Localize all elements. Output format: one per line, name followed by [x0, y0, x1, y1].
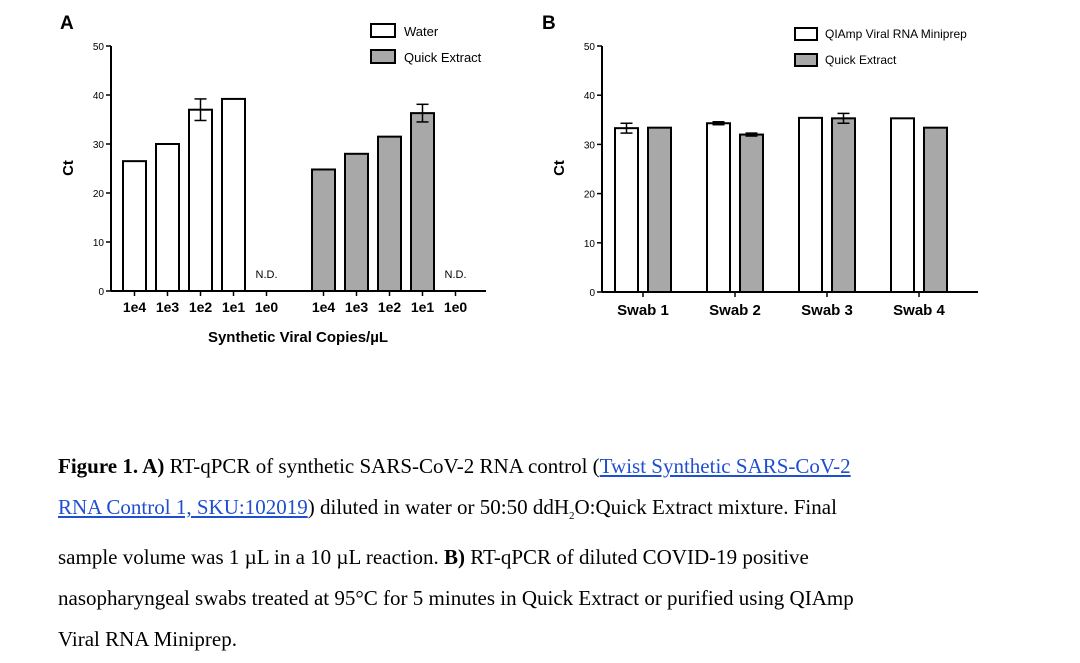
caption-text-2: ) diluted in water or 50:50 ddH — [307, 495, 569, 519]
legend-b-qiamp-swatch — [794, 27, 818, 41]
chart-a-x-tick-label: 1e4 — [123, 299, 147, 315]
chart-a-x-tick-label: 1e1 — [222, 299, 246, 315]
chart-a-x-tick-label: 1e2 — [378, 299, 402, 315]
caption-label-a: Figure 1. A) — [58, 454, 165, 478]
chart-a-bar — [122, 160, 147, 292]
chart-b-bar — [739, 133, 764, 293]
caption-line-3: sample volume was 1 µL in a 10 µL reacti… — [58, 537, 1058, 578]
legend-a-water-label: Water — [404, 24, 439, 39]
chart-b-bar — [890, 117, 915, 293]
legend-b-qiamp-label: QIAmp Viral RNA Miniprep — [825, 27, 967, 41]
chart-a-nd-label: N.D. — [445, 269, 467, 281]
chart-b-x-tick-label: Swab 3 — [801, 302, 853, 319]
chart-a-bar — [188, 108, 213, 292]
chart-b-bar — [798, 116, 823, 293]
caption-link-part1[interactable]: Twist Synthetic SARS-CoV-2 — [599, 454, 851, 478]
chart-b-bar — [831, 117, 856, 293]
legend-a-quick-label: Quick Extract — [404, 50, 482, 65]
chart-a-x-tick-label: 1e1 — [411, 299, 435, 315]
chart-a-bar — [311, 168, 336, 292]
chart-b-y-tick-label: 20 — [584, 190, 596, 201]
chart-b-plot: 0 10 20 30 40 50 Swab 1 Swab 2 Swab 3 Swab 4 — [584, 42, 978, 319]
chart-b-y-tick-label: 30 — [584, 140, 596, 151]
chart-a-bar — [410, 112, 435, 292]
panel-a-xlabel: Synthetic Viral Copies/µL — [208, 329, 388, 346]
caption-line-4: nasopharyngeal swabs treated at 95°C for… — [58, 586, 854, 611]
chart-b-bar — [614, 127, 639, 293]
chart-b-y-tick-label: 50 — [584, 42, 596, 53]
chart-a-bar — [155, 143, 180, 292]
chart-a-y-tick-label: 0 — [98, 287, 104, 298]
chart-b-bar — [706, 122, 731, 293]
chart-b-x-tick-label: Swab 4 — [893, 302, 945, 319]
chart-b-x-tick-label: Swab 2 — [709, 302, 761, 319]
chart-a-x-tick-label: 1e0 — [444, 299, 468, 315]
chart-b-y-tick-label: 10 — [584, 239, 596, 250]
legend-b-quick-swatch — [794, 53, 818, 67]
chart-a-bar — [221, 97, 246, 292]
caption-link-part2[interactable]: RNA Control 1, SKU:102019 — [58, 495, 308, 519]
chart-a-x-tick-label: 1e3 — [345, 299, 369, 315]
panel-b-label: B — [542, 13, 556, 34]
chart-a-y-tick-label: 30 — [93, 140, 105, 151]
chart-a-x-tick-label: 1e0 — [255, 299, 279, 315]
chart-b-y-tick-label: 40 — [584, 91, 596, 102]
panel-a-label: A — [60, 13, 74, 34]
legend-a-quick-swatch — [370, 49, 396, 64]
caption-text-3: O:Quick Extract mixture. Final — [574, 495, 837, 519]
chart-a-y-tick-label: 10 — [93, 238, 105, 249]
chart-a-y-tick-label: 20 — [93, 189, 105, 200]
panel-a: A Ct Synthetic Viral Copies/µL Water Qui… — [60, 13, 486, 346]
chart-b-bar — [647, 126, 672, 293]
chart-a-bar — [344, 152, 369, 292]
chart-b-x-tick-label: Swab 1 — [617, 302, 669, 319]
caption-text-1: RT-qPCR of synthetic SARS-CoV-2 RNA cont… — [164, 454, 600, 478]
legend-b-quick-label: Quick Extract — [825, 53, 897, 67]
chart-a-x-tick-label: 1e4 — [312, 299, 336, 315]
chart-a-y-tick-label: 40 — [93, 91, 105, 102]
chart-a-plot: 0 10 20 30 40 50 1e4 1e3 1e2 1e1 N.D. 1e0 1e4 1e3 1e2 1… — [93, 42, 486, 315]
legend-a-water-swatch — [370, 23, 396, 38]
panel-a-ylabel: Ct — [60, 160, 77, 176]
chart-b-y-tick-label: 0 — [589, 288, 595, 299]
caption-label-b: B) — [443, 545, 465, 570]
panel-b: B Ct QIAmp Viral RNA Miniprep Quick Extr… — [542, 13, 978, 319]
chart-a-bar — [377, 135, 402, 292]
chart-a-x-tick-label: 1e3 — [156, 299, 180, 315]
figure-1: A Ct Synthetic Viral Copies/µL Water Qui… — [60, 13, 978, 346]
chart-a-x-tick-label: 1e2 — [189, 299, 213, 315]
caption-subscript: 2 — [568, 510, 575, 523]
chart-b-bar — [923, 126, 948, 293]
caption-line-2: RNA Control 1, SKU:102019) diluted in wa… — [58, 487, 1058, 537]
caption-line-5: Viral RNA Miniprep. — [58, 627, 237, 652]
chart-a-nd-label: N.D. — [256, 269, 278, 281]
figure-caption: Figure 1. A) RT-qPCR of synthetic SARS-C… — [58, 446, 1058, 660]
caption-text-5: RT-qPCR of diluted COVID-19 positive — [464, 545, 809, 570]
chart-a-y-tick-label: 50 — [93, 42, 105, 53]
caption-line-1: Figure 1. A) RT-qPCR of synthetic SARS-C… — [58, 446, 1058, 487]
panel-b-ylabel: Ct — [551, 160, 568, 176]
caption-text-4: sample volume was 1 µL in a 10 µL reacti… — [58, 545, 444, 570]
